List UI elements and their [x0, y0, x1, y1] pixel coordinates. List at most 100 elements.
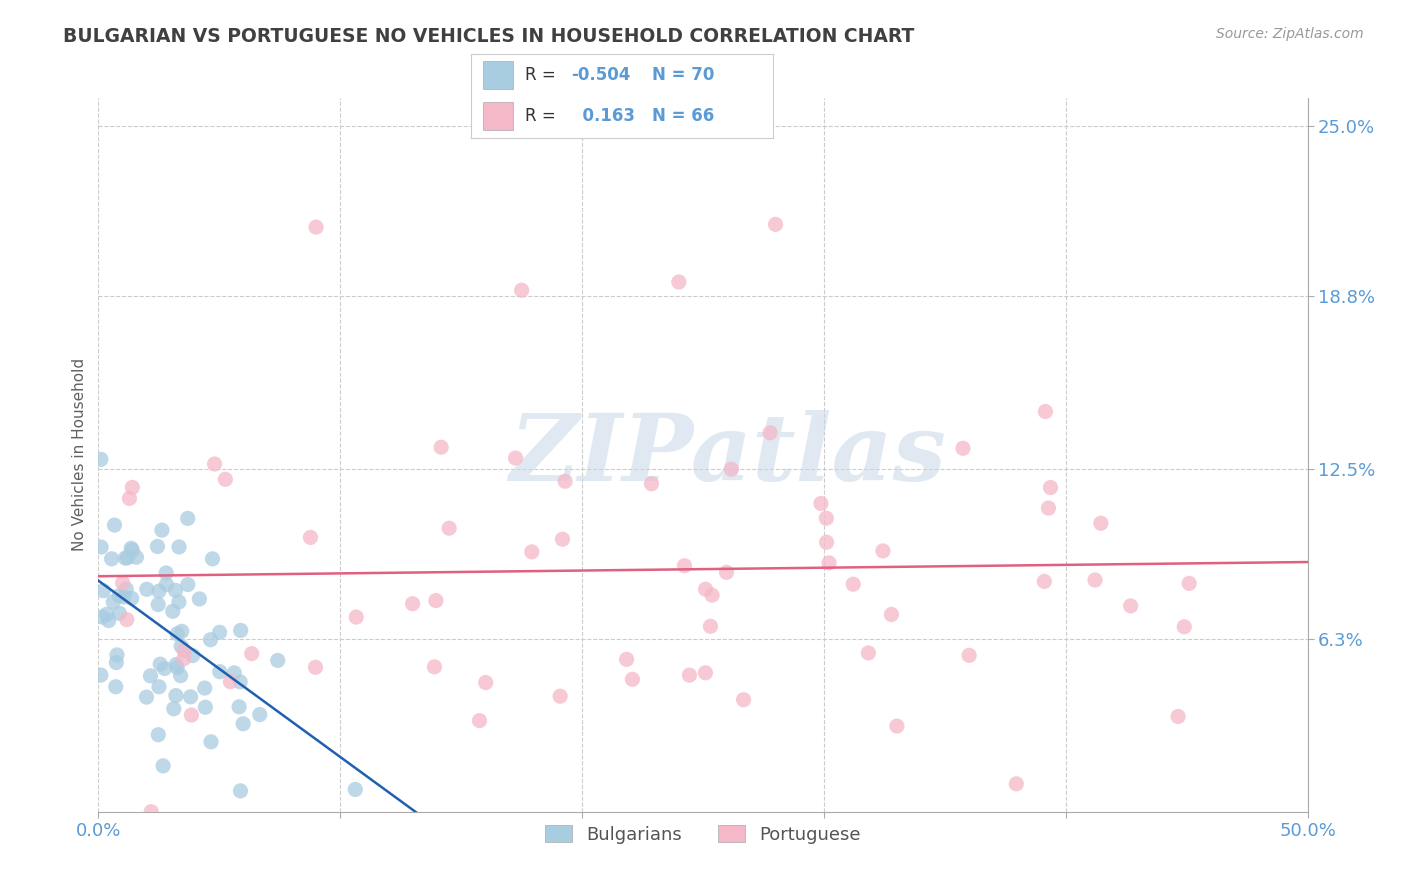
Point: [229, 674, 252, 689]
Point: [208, 625, 231, 640]
Point: [105, 648, 128, 662]
Point: [305, 220, 328, 235]
Point: [180, 708, 202, 723]
Point: [1173, 620, 1195, 634]
Point: [111, 575, 134, 590]
Point: [173, 652, 195, 666]
Point: [229, 624, 252, 638]
Point: [957, 648, 980, 663]
Point: [96, 607, 118, 622]
Point: [162, 604, 184, 618]
Point: [112, 590, 135, 604]
Text: R =: R =: [526, 66, 557, 84]
Point: [765, 218, 787, 232]
Point: [554, 474, 576, 488]
Point: [169, 668, 191, 682]
Point: [90, 540, 112, 554]
Text: 0.163: 0.163: [571, 107, 634, 125]
Point: [700, 588, 723, 602]
Point: [165, 657, 187, 672]
Point: [152, 759, 174, 773]
Point: [815, 511, 838, 525]
Point: [759, 425, 782, 440]
Point: [818, 556, 841, 570]
Bar: [484, 102, 513, 130]
Point: [118, 491, 141, 506]
Point: [1178, 576, 1201, 591]
Point: [125, 550, 148, 565]
Point: [148, 728, 170, 742]
Point: [344, 610, 367, 624]
Point: [468, 714, 491, 728]
Point: [170, 624, 193, 639]
Point: [141, 805, 163, 819]
Point: [149, 657, 172, 672]
Legend: Bulgarians, Portuguese: Bulgarians, Portuguese: [536, 816, 870, 853]
Point: [810, 496, 832, 510]
Point: [510, 283, 533, 297]
Point: [425, 593, 447, 607]
Text: -0.504: -0.504: [571, 66, 630, 84]
Point: [249, 707, 271, 722]
Point: [668, 275, 690, 289]
Point: [105, 656, 128, 670]
Point: [114, 551, 136, 566]
Point: [165, 583, 187, 598]
Point: [194, 681, 217, 695]
Point: [551, 533, 574, 547]
Point: [188, 591, 211, 606]
Point: [842, 577, 865, 591]
Point: [167, 595, 190, 609]
Point: [91, 610, 114, 624]
Point: [104, 680, 127, 694]
Point: [858, 646, 880, 660]
Point: [148, 680, 170, 694]
Point: [720, 462, 742, 476]
Text: N = 70: N = 70: [652, 66, 714, 84]
Point: [177, 511, 200, 525]
Point: [695, 582, 717, 597]
Point: [886, 719, 908, 733]
Point: [200, 735, 222, 749]
Point: [121, 591, 143, 606]
Point: [108, 589, 131, 603]
Point: [1167, 709, 1189, 723]
Point: [200, 632, 222, 647]
Point: [267, 653, 290, 667]
Text: BULGARIAN VS PORTUGUESE NO VEHICLES IN HOUSEHOLD CORRELATION CHART: BULGARIAN VS PORTUGUESE NO VEHICLES IN H…: [63, 27, 915, 45]
Point: [880, 607, 903, 622]
Point: [135, 690, 157, 704]
Text: R =: R =: [526, 107, 557, 125]
Point: [616, 652, 638, 666]
Point: [166, 627, 188, 641]
Point: [1119, 599, 1142, 613]
Point: [229, 784, 252, 798]
Point: [115, 613, 138, 627]
Text: Source: ZipAtlas.com: Source: ZipAtlas.com: [1216, 27, 1364, 41]
Point: [166, 661, 188, 675]
Point: [520, 545, 543, 559]
Point: [437, 521, 460, 535]
Point: [1005, 777, 1028, 791]
Point: [120, 541, 142, 556]
Point: [474, 675, 496, 690]
Point: [165, 689, 187, 703]
Point: [952, 442, 974, 456]
Text: N = 66: N = 66: [652, 107, 714, 125]
Point: [180, 690, 202, 704]
Point: [204, 457, 226, 471]
Point: [90, 668, 112, 682]
Point: [1033, 574, 1056, 589]
Point: [214, 472, 236, 486]
Point: [135, 582, 157, 597]
Point: [872, 544, 894, 558]
Point: [146, 598, 169, 612]
Point: [194, 700, 217, 714]
Point: [155, 566, 177, 580]
Point: [115, 582, 138, 597]
Point: [224, 665, 246, 680]
Point: [423, 660, 446, 674]
Point: [1090, 516, 1112, 531]
Point: [163, 702, 186, 716]
Point: [117, 550, 139, 565]
